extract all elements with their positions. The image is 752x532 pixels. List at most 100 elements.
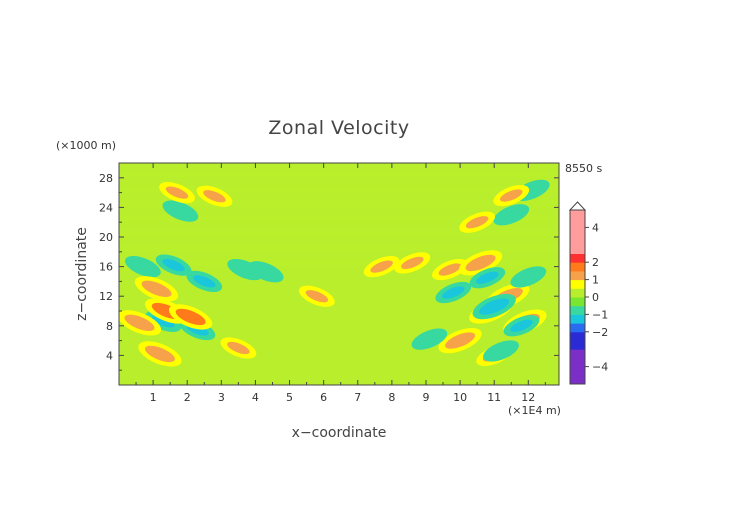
field-band — [119, 170, 559, 178]
colorbar-segment — [570, 275, 585, 281]
field-feature — [175, 308, 206, 326]
colorbar-tick-label: −4 — [592, 361, 608, 374]
field-feature — [131, 260, 155, 273]
x-tick-label: 7 — [354, 391, 361, 404]
field-feature — [418, 332, 441, 346]
colorbar-segment — [570, 344, 585, 350]
colorbar-segment — [570, 323, 585, 328]
colorbar-segment — [570, 301, 585, 307]
colorbar-segment — [570, 253, 585, 259]
colorbar-segment — [570, 283, 585, 289]
field-band — [119, 200, 559, 208]
field-feature — [169, 204, 192, 218]
y-tick-label: 28 — [99, 172, 113, 185]
colorbar-segment — [570, 218, 585, 224]
y-tick-label: 24 — [99, 201, 113, 214]
field-feature — [141, 280, 172, 297]
y-axis-label: z−coordinate — [74, 227, 90, 321]
field-feature — [476, 271, 499, 284]
x-tick-label: 12 — [521, 391, 535, 404]
field-band — [119, 361, 559, 375]
colorbar-segment — [570, 327, 585, 333]
y-tick-label: 4 — [106, 349, 113, 362]
y-axis: 4 8 12 16 20 24 28 — [99, 172, 559, 371]
colorbar-tick-label: 1 — [592, 274, 599, 287]
y-tick-label: 8 — [106, 320, 113, 333]
field-feature — [479, 298, 510, 315]
x-tick-label: 5 — [286, 391, 293, 404]
colorbar-extend-arrow — [568, 201, 587, 211]
velocity-field — [119, 163, 559, 385]
colorbar-segment — [570, 310, 585, 315]
colorbar-segment — [570, 375, 585, 381]
colorbar-segment — [570, 292, 585, 298]
field-feature — [499, 208, 523, 221]
field-feature — [144, 345, 175, 363]
chart-title: Zonal Velocity — [268, 117, 409, 139]
field-band — [119, 229, 559, 237]
x-tick-label: 10 — [453, 391, 467, 404]
colorbar-segment — [570, 240, 585, 246]
field-feature — [305, 290, 329, 303]
colorbar-segment — [570, 305, 585, 311]
y-tick-label: 20 — [99, 231, 113, 244]
field-feature — [442, 286, 465, 299]
field-feature — [124, 314, 155, 332]
colorbar-tick-label: 4 — [592, 221, 599, 234]
colorbar-segment — [570, 270, 585, 276]
x-tick-label: 1 — [150, 391, 157, 404]
field-band — [119, 214, 559, 223]
colorbar-segment — [570, 266, 585, 272]
x-tick-label: 11 — [487, 391, 501, 404]
x-axis: 1 2 3 4 5 6 7 8 9 10 11 12 — [135, 163, 546, 404]
x-tick-label: 2 — [184, 391, 191, 404]
field-feature — [465, 254, 496, 272]
x-tick-label: 6 — [320, 391, 327, 404]
colorbar-tick-label: 0 — [592, 291, 599, 304]
colorbar-segment — [570, 314, 585, 320]
colorbar-segment — [570, 210, 585, 215]
colorbar-segment — [570, 279, 585, 285]
colorbar-segment — [570, 262, 585, 268]
field-band — [119, 185, 559, 193]
colorbar-segment — [570, 331, 585, 337]
colorbar-segment — [570, 288, 585, 294]
colorbar-segment — [570, 362, 585, 368]
field-band — [119, 244, 559, 252]
field-feature — [401, 256, 424, 270]
field-feature — [517, 270, 540, 284]
colorbar-segment — [570, 223, 585, 228]
colorbar-segment — [570, 340, 585, 346]
colorbar-segment — [570, 353, 585, 359]
colorbar-segment — [570, 249, 585, 254]
field-feature — [152, 315, 175, 328]
colorbar: 4 2 1 0 −1 −2 −4 — [568, 201, 608, 385]
colorbar-tick-label: 2 — [592, 256, 599, 269]
time-label: 8550 s — [565, 162, 602, 175]
colorbar-segment — [570, 257, 585, 263]
colorbar-segment — [570, 236, 585, 241]
field-feature — [254, 265, 277, 278]
field-feature — [438, 263, 462, 276]
field-feature — [489, 344, 513, 358]
colorbar-segment — [570, 227, 585, 233]
x-unit-label: (×1E4 m) — [508, 404, 561, 417]
field-feature — [370, 260, 393, 273]
x-tick-label: 8 — [388, 391, 395, 404]
colorbar-segment — [570, 357, 585, 363]
y-tick-label: 16 — [99, 261, 113, 274]
x-tick-label: 4 — [252, 391, 259, 404]
colorbar-segment — [570, 318, 585, 324]
y-tick-label: 12 — [99, 290, 113, 303]
colorbar-segment — [570, 370, 585, 376]
x-tick-label: 9 — [422, 391, 429, 404]
field-feature — [445, 332, 476, 349]
field-feature — [227, 341, 250, 355]
field-feature — [510, 319, 533, 332]
field-feature — [499, 189, 523, 202]
field-feature — [165, 186, 189, 199]
y-unit-label: (×1000 m) — [56, 139, 116, 152]
field-feature — [193, 275, 216, 288]
colorbar-segment — [570, 297, 585, 302]
field-feature — [203, 190, 226, 203]
